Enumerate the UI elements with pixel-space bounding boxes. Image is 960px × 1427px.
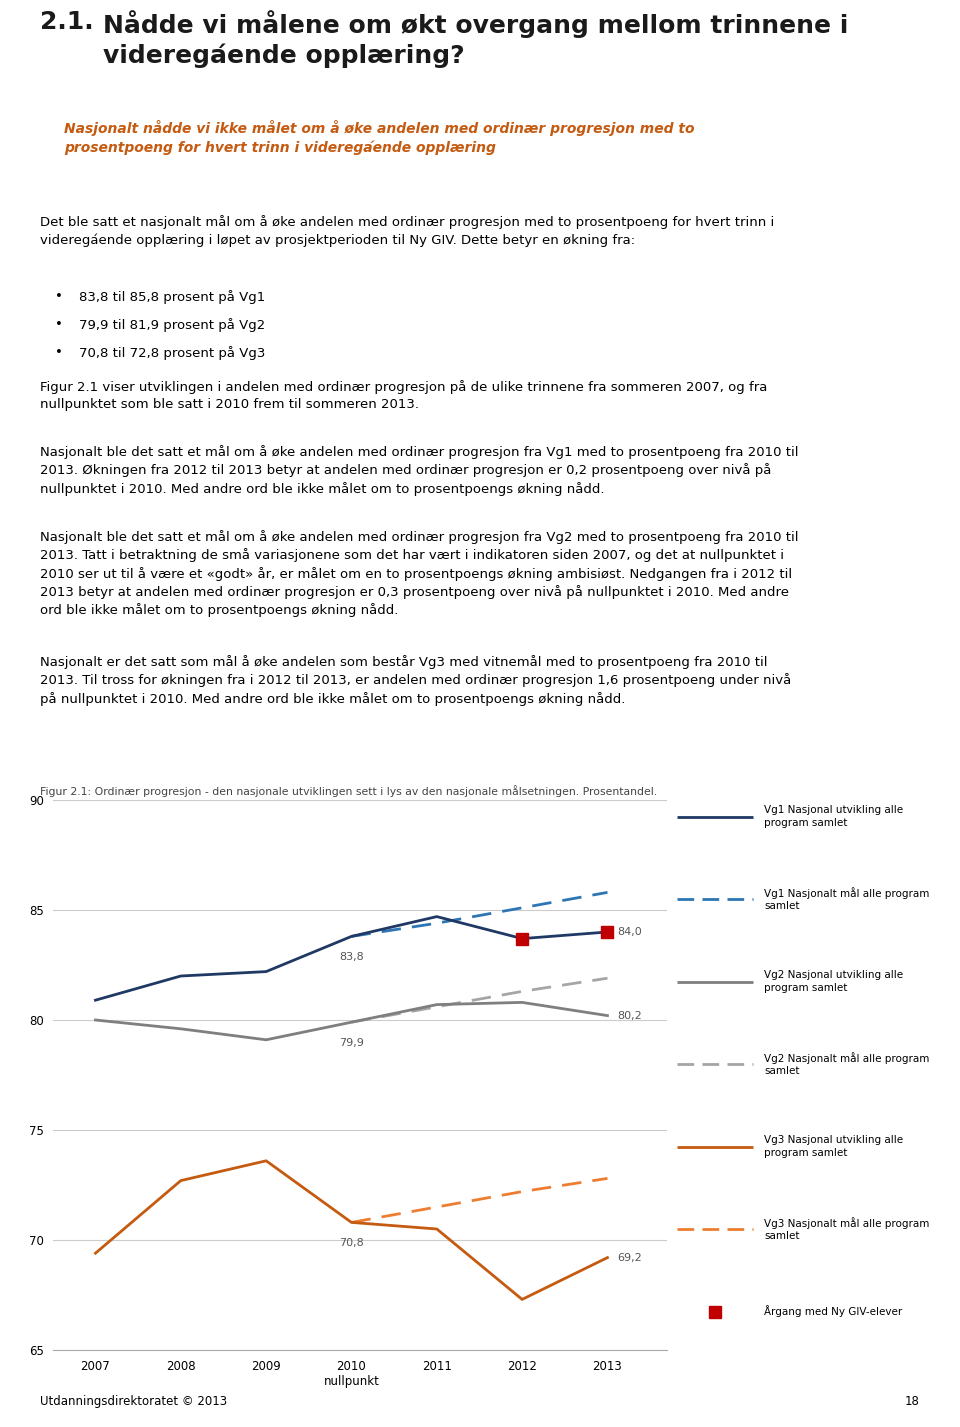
Text: Nådde vi målene om økt overgang mellom trinnene i
videregáende opplæring?: Nådde vi målene om økt overgang mellom t… xyxy=(103,10,848,68)
Text: Vg1 Nasjonal utvikling alle
program samlet: Vg1 Nasjonal utvikling alle program saml… xyxy=(764,805,903,828)
Text: Vg2 Nasjonal utvikling alle
program samlet: Vg2 Nasjonal utvikling alle program saml… xyxy=(764,970,903,993)
Text: Figur 2.1: Ordinær progresjon - den nasjonale utviklingen sett i lys av den nasj: Figur 2.1: Ordinær progresjon - den nasj… xyxy=(40,785,658,796)
Text: Nasjonalt ble det satt et mål om å øke andelen med ordinær progresjon fra Vg2 me: Nasjonalt ble det satt et mål om å øke a… xyxy=(40,529,799,618)
Text: Figur 2.1 viser utviklingen i andelen med ordinær progresjon på de ulike trinnen: Figur 2.1 viser utviklingen i andelen me… xyxy=(40,380,768,411)
Text: 2.1.: 2.1. xyxy=(40,10,94,34)
Text: Nasjonalt nådde vi ikke målet om å øke andelen med ordinær progresjon med to
pro: Nasjonalt nådde vi ikke målet om å øke a… xyxy=(64,120,695,156)
Text: Nasjonalt er det satt som mål å øke andelen som består Vg3 med vitnemål med to p: Nasjonalt er det satt som mål å øke ande… xyxy=(40,655,792,706)
Text: 83,8: 83,8 xyxy=(339,952,364,962)
Text: 18: 18 xyxy=(905,1396,920,1408)
Text: 70,8 til 72,8 prosent på Vg3: 70,8 til 72,8 prosent på Vg3 xyxy=(79,345,265,360)
Text: Nasjonalt ble det satt et mål om å øke andelen med ordinær progresjon fra Vg1 me: Nasjonalt ble det satt et mål om å øke a… xyxy=(40,445,799,495)
Text: 80,2: 80,2 xyxy=(617,1010,642,1020)
Text: Årgang med Ny GIV-elever: Årgang med Ny GIV-elever xyxy=(764,1306,902,1317)
Text: 79,9 til 81,9 prosent på Vg2: 79,9 til 81,9 prosent på Vg2 xyxy=(79,318,265,332)
Text: Vg3 Nasjonalt mål alle program
samlet: Vg3 Nasjonalt mål alle program samlet xyxy=(764,1217,929,1241)
Text: Vg3 Nasjonal utvikling alle
program samlet: Vg3 Nasjonal utvikling alle program saml… xyxy=(764,1136,903,1157)
Text: 83,8 til 85,8 prosent på Vg1: 83,8 til 85,8 prosent på Vg1 xyxy=(79,290,265,304)
Text: 70,8: 70,8 xyxy=(339,1237,364,1247)
Text: •: • xyxy=(55,318,62,331)
Text: •: • xyxy=(55,345,62,360)
Text: •: • xyxy=(55,290,62,303)
Text: 69,2: 69,2 xyxy=(617,1253,642,1263)
Text: Vg1 Nasjonalt mål alle program
samlet: Vg1 Nasjonalt mål alle program samlet xyxy=(764,886,929,912)
Text: Utdanningsdirektoratet © 2013: Utdanningsdirektoratet © 2013 xyxy=(40,1396,228,1408)
Text: Det ble satt et nasjonalt mål om å øke andelen med ordinær progresjon med to pro: Det ble satt et nasjonalt mål om å øke a… xyxy=(40,215,775,247)
Text: 79,9: 79,9 xyxy=(339,1037,364,1047)
Text: 84,0: 84,0 xyxy=(617,928,642,938)
Text: Vg2 Nasjonalt mål alle program
samlet: Vg2 Nasjonalt mål alle program samlet xyxy=(764,1052,929,1076)
